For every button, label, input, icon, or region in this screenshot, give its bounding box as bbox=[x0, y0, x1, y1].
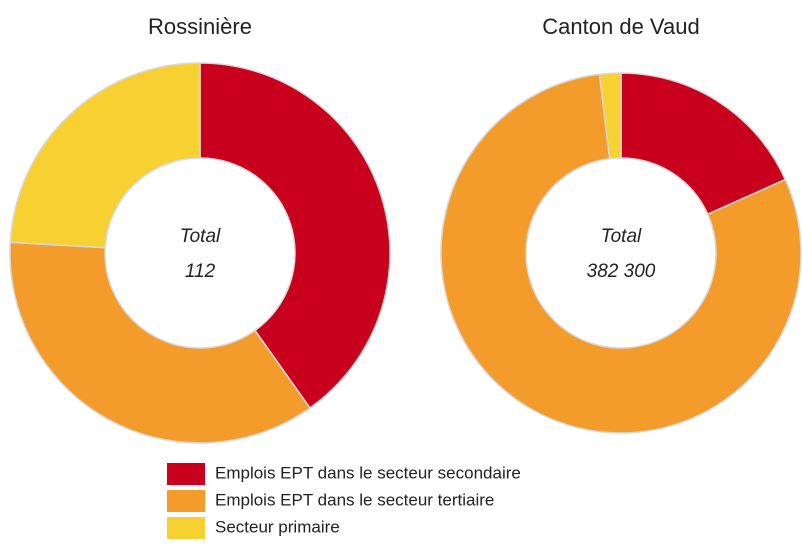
center-value: 112 bbox=[185, 261, 216, 282]
donut-segment bbox=[199, 62, 391, 410]
donut-segment bbox=[598, 72, 622, 160]
legend-swatch bbox=[167, 463, 205, 485]
center-label: Total bbox=[180, 226, 221, 247]
donut-segment bbox=[9, 241, 311, 444]
chart-title: Canton de Vaud bbox=[542, 14, 699, 39]
legend-label: Emplois EPT dans le secteur secondaire bbox=[215, 463, 521, 482]
center-label: Total bbox=[601, 226, 642, 247]
donut-segment bbox=[440, 73, 802, 434]
chart-title: Rossinière bbox=[148, 14, 252, 39]
donut-segment bbox=[620, 72, 787, 216]
center-value: 382 300 bbox=[587, 261, 656, 282]
legend-label: Secteur primaire bbox=[215, 517, 340, 536]
legend-swatch bbox=[167, 490, 205, 512]
legend-swatch bbox=[167, 517, 205, 539]
legend-label: Emplois EPT dans le secteur tertiaire bbox=[215, 490, 494, 509]
donut-segment bbox=[9, 62, 201, 249]
